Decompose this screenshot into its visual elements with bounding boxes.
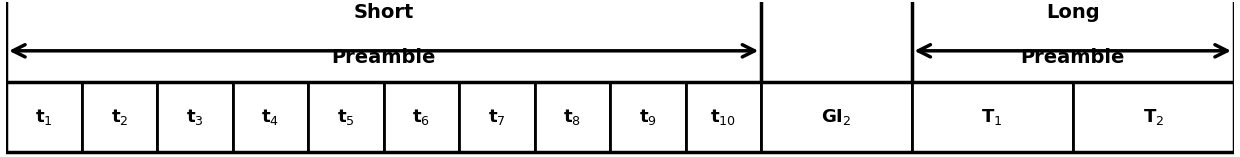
Bar [1073, 82, 1234, 152]
Text: Long: Long [1045, 3, 1100, 22]
Bar [911, 82, 1073, 152]
Text: t$_8$: t$_8$ [563, 107, 582, 127]
Text: t$_6$: t$_6$ [413, 107, 430, 127]
Text: T$_2$: T$_2$ [1142, 107, 1164, 127]
Bar [534, 82, 610, 152]
Bar [761, 82, 911, 152]
Bar [6, 82, 1234, 152]
Text: Preamble: Preamble [331, 48, 436, 67]
Text: T$_1$: T$_1$ [981, 107, 1003, 127]
Bar [157, 82, 233, 152]
Bar [82, 82, 157, 152]
Bar [610, 82, 686, 152]
Bar [6, 82, 82, 152]
Text: t$_7$: t$_7$ [489, 107, 506, 127]
Bar [459, 82, 534, 152]
Text: t$_5$: t$_5$ [337, 107, 355, 127]
Bar [383, 82, 459, 152]
Text: t$_1$: t$_1$ [35, 107, 53, 127]
Bar [686, 82, 761, 152]
Text: t$_4$: t$_4$ [262, 107, 279, 127]
Text: t$_{10}$: t$_{10}$ [711, 107, 737, 127]
Text: Short: Short [353, 3, 414, 22]
Text: GI$_2$: GI$_2$ [821, 107, 852, 127]
Bar [233, 82, 309, 152]
Text: t$_3$: t$_3$ [186, 107, 203, 127]
Text: t$_2$: t$_2$ [110, 107, 128, 127]
Text: t$_9$: t$_9$ [639, 107, 657, 127]
Text: Preamble: Preamble [1021, 48, 1125, 67]
Bar [309, 82, 383, 152]
